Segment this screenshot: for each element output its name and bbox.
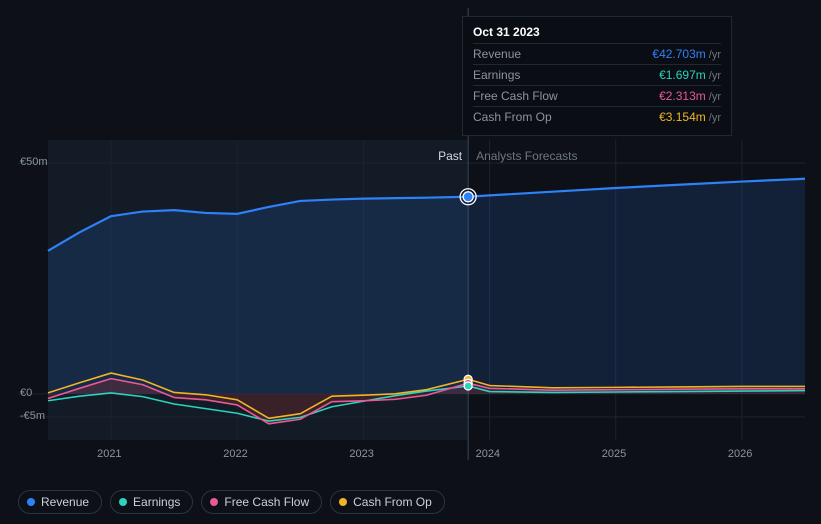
legend-item-earnings[interactable]: Earnings xyxy=(110,490,193,514)
legend-item-revenue[interactable]: Revenue xyxy=(18,490,102,514)
legend-dot-icon xyxy=(339,498,347,506)
tooltip-row: Cash From Op €3.154m/yr xyxy=(473,106,721,127)
tooltip-row-value: €3.154m xyxy=(659,110,706,124)
tooltip: Oct 31 2023 Revenue €42.703m/yr Earnings €1… xyxy=(462,16,732,136)
y-axis-label: -€5m xyxy=(20,410,45,422)
legend-item-label: Free Cash Flow xyxy=(224,495,309,509)
tooltip-row: Free Cash Flow €2.313m/yr xyxy=(473,85,721,106)
tooltip-title: Oct 31 2023 xyxy=(473,25,721,43)
x-axis-label: 2026 xyxy=(728,448,752,460)
tooltip-row-label: Revenue xyxy=(473,47,521,61)
y-axis-label: €50m xyxy=(20,156,48,168)
tooltip-row: Earnings €1.697m/yr xyxy=(473,64,721,85)
tooltip-row-label: Cash From Op xyxy=(473,110,552,124)
tooltip-row-suffix: /yr xyxy=(709,49,721,61)
tooltip-row-value: €2.313m xyxy=(659,89,706,103)
marker-revenue xyxy=(463,192,473,202)
financials-chart: Past Analysts Forecasts Oct 31 2023 Reve… xyxy=(0,0,821,524)
x-axis-label: 2021 xyxy=(97,448,121,460)
tooltip-row-value: €1.697m xyxy=(659,68,706,82)
forecast-label: Analysts Forecasts xyxy=(476,149,577,163)
legend: Revenue Earnings Free Cash Flow Cash From O… xyxy=(18,490,445,514)
x-axis-label: 2023 xyxy=(349,448,373,460)
past-label: Past xyxy=(438,149,462,163)
x-axis-label: 2025 xyxy=(602,448,626,460)
tooltip-row-suffix: /yr xyxy=(709,91,721,103)
legend-item-label: Earnings xyxy=(133,495,180,509)
tooltip-row-value: €42.703m xyxy=(652,47,705,61)
tooltip-row: Revenue €42.703m/yr xyxy=(473,43,721,64)
tooltip-row-suffix: /yr xyxy=(709,112,721,124)
x-axis-label: 2024 xyxy=(476,448,500,460)
legend-dot-icon xyxy=(119,498,127,506)
y-axis-label: €0 xyxy=(20,387,32,399)
tooltip-row-label: Free Cash Flow xyxy=(473,89,558,103)
legend-item-cfo[interactable]: Cash From Op xyxy=(330,490,445,514)
legend-item-fcf[interactable]: Free Cash Flow xyxy=(201,490,322,514)
tooltip-row-suffix: /yr xyxy=(709,70,721,82)
tooltip-row-label: Earnings xyxy=(473,68,520,82)
legend-item-label: Revenue xyxy=(41,495,89,509)
x-axis-label: 2022 xyxy=(223,448,247,460)
legend-dot-icon xyxy=(27,498,35,506)
marker-earnings xyxy=(464,382,472,390)
legend-item-label: Cash From Op xyxy=(353,495,432,509)
legend-dot-icon xyxy=(210,498,218,506)
